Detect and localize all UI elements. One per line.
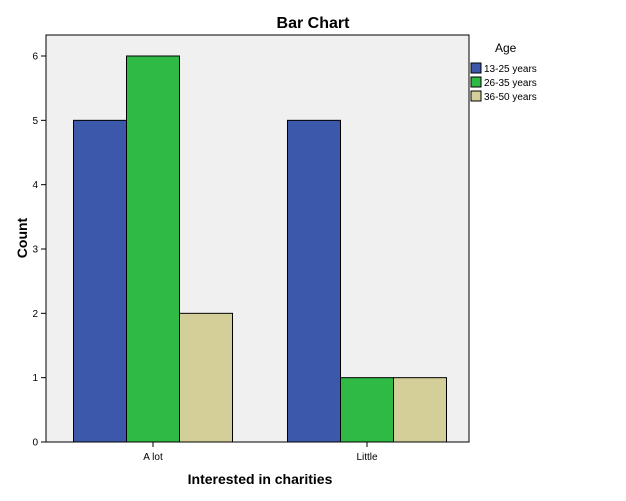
legend-title: Age bbox=[495, 41, 517, 55]
legend-label: 36-50 years bbox=[484, 92, 537, 103]
x-tick-label: Little bbox=[356, 452, 378, 463]
y-tick-label: 3 bbox=[32, 245, 38, 256]
x-tick-label: A lot bbox=[143, 452, 163, 463]
bar-a-lot-1 bbox=[126, 55, 180, 443]
x-axis-title: Interested in charities bbox=[188, 471, 333, 487]
legend-label: 26-35 years bbox=[484, 78, 537, 89]
y-tick-label: 1 bbox=[32, 373, 38, 384]
bar-little-1 bbox=[340, 377, 394, 443]
axis-layer: 0 1 2 3 4 5 6 A lot Little bbox=[32, 52, 378, 464]
bars-layer bbox=[73, 55, 447, 443]
bar-a-lot-2 bbox=[179, 312, 233, 443]
y-tick-label: 4 bbox=[32, 180, 38, 191]
legend-swatch bbox=[470, 62, 482, 74]
legend-items: 13-25 years 26-35 years 36-50 years bbox=[470, 62, 537, 103]
bar-little-0 bbox=[287, 119, 341, 443]
y-tick-label: 2 bbox=[32, 309, 38, 320]
bar-a-lot-0 bbox=[73, 119, 127, 443]
y-tick-label: 6 bbox=[32, 52, 38, 63]
chart-title: Bar Chart bbox=[277, 15, 351, 32]
bar-little-2 bbox=[393, 377, 447, 443]
y-axis-title: Count bbox=[14, 217, 30, 258]
y-tick-label: 0 bbox=[32, 438, 38, 449]
legend-swatch bbox=[470, 76, 482, 88]
legend-label: 13-25 years bbox=[484, 64, 537, 75]
legend-swatch bbox=[470, 90, 482, 102]
legend: Age 13-25 years 26-35 years 36-50 years bbox=[470, 41, 537, 103]
y-tick-label: 5 bbox=[32, 116, 38, 127]
